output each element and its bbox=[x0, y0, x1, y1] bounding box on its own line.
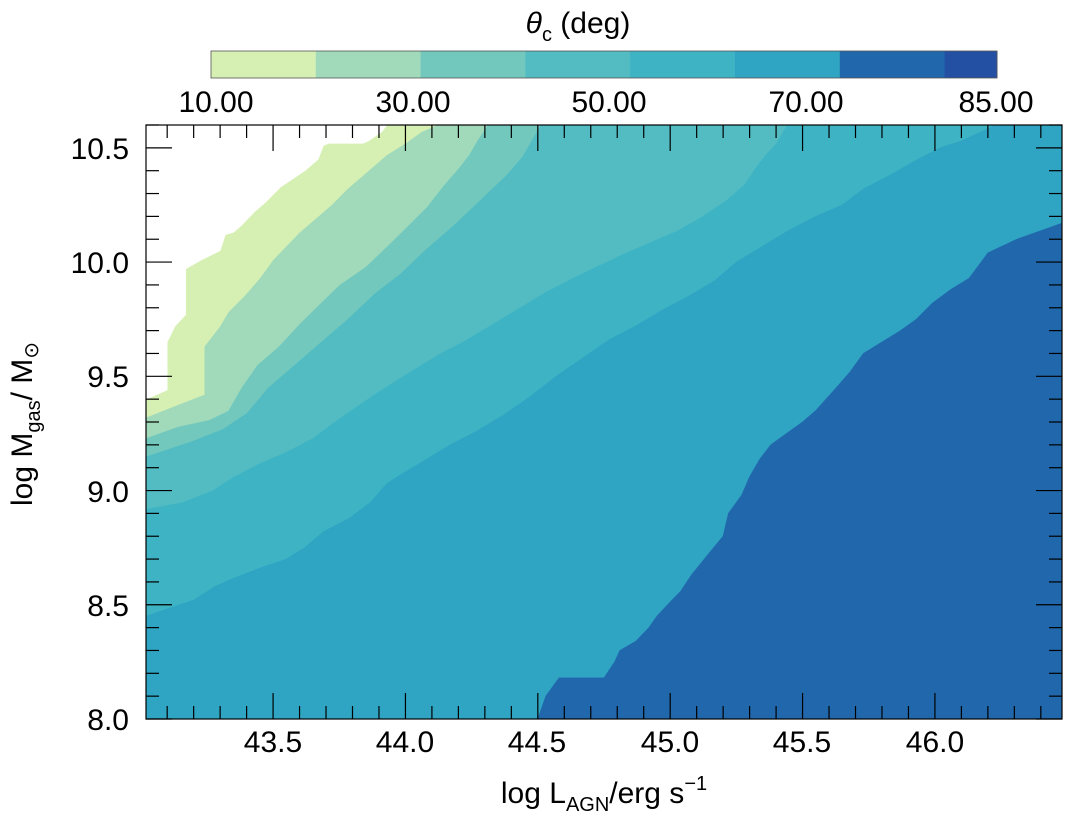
colorbar-band bbox=[944, 51, 998, 78]
colorbar-title: θc (deg) bbox=[526, 7, 631, 46]
colorbar-band bbox=[735, 51, 841, 78]
axis-ticks bbox=[146, 124, 1062, 720]
y-tick-label: 9.5 bbox=[87, 361, 129, 394]
y-tick-label: 10.5 bbox=[71, 133, 129, 166]
x-tick-label: 43.5 bbox=[244, 726, 302, 759]
x-tick-label: 44.0 bbox=[376, 726, 434, 759]
y-tick-label: 9.0 bbox=[87, 476, 129, 509]
colorbar-title-unit: (deg) bbox=[552, 7, 630, 40]
y-axis-label-sub: gas bbox=[23, 400, 45, 432]
contour-regions bbox=[146, 125, 1062, 719]
contour-region bbox=[146, 125, 388, 400]
colorbar-band bbox=[420, 51, 526, 78]
colorbar-title-subscript: c bbox=[542, 24, 552, 46]
colorbar-band bbox=[315, 51, 422, 78]
colorbar-tick-label: 10.00 bbox=[178, 86, 253, 119]
y-axis-label-main: log M bbox=[6, 433, 39, 506]
y-tick-labels: 8.0 8.5 9.0 9.5 10.0 10.5 bbox=[71, 133, 129, 737]
x-tick-label: 44.5 bbox=[508, 726, 566, 759]
colorbar-bands bbox=[211, 51, 998, 78]
y-tick-label: 8.5 bbox=[87, 590, 129, 623]
colorbar-band bbox=[839, 51, 946, 78]
y-tick-label: 10.0 bbox=[71, 247, 129, 280]
colorbar-frame bbox=[210, 50, 998, 79]
x-tick-label: 46.0 bbox=[906, 726, 964, 759]
plot-frame bbox=[145, 124, 1063, 720]
colorbar-band bbox=[630, 51, 736, 78]
x-axis-label: log LAGN/erg s−1 bbox=[501, 773, 707, 816]
colorbar-tick-label: 85.00 bbox=[958, 86, 1033, 119]
colorbar-tick-label: 50.00 bbox=[571, 86, 646, 119]
x-tick-label: 45.0 bbox=[641, 726, 699, 759]
y-axis-label: log Mgas/ M⊙ bbox=[6, 342, 45, 506]
colorbar-title-symbol: θ bbox=[526, 7, 543, 40]
x-axis-label-sub: AGN bbox=[566, 794, 609, 816]
y-axis-label-sun: ⊙ bbox=[21, 342, 43, 359]
contour-region bbox=[537, 222, 1062, 719]
colorbar-tick-label: 30.00 bbox=[375, 86, 450, 119]
x-axis-label-main: log L bbox=[501, 777, 566, 810]
x-tick-labels: 43.5 44.0 44.5 45.0 45.5 46.0 bbox=[244, 726, 964, 759]
colorbar-band bbox=[211, 51, 317, 78]
colorbar: θc (deg) 10.00 30.00 50.00 70.00 85.00 bbox=[178, 7, 1033, 119]
colorbar-tick-label: 70.00 bbox=[768, 86, 843, 119]
colorbar-tick-labels: 10.00 30.00 50.00 70.00 85.00 bbox=[178, 86, 1033, 119]
x-tick-label: 45.5 bbox=[773, 726, 831, 759]
y-tick-label: 8.0 bbox=[87, 704, 129, 737]
x-axis-label-sup: −1 bbox=[684, 773, 707, 795]
y-axis-label-rest: / M bbox=[6, 359, 39, 401]
x-axis-label-rest: /erg s bbox=[609, 777, 684, 810]
colorbar-band bbox=[525, 51, 631, 78]
